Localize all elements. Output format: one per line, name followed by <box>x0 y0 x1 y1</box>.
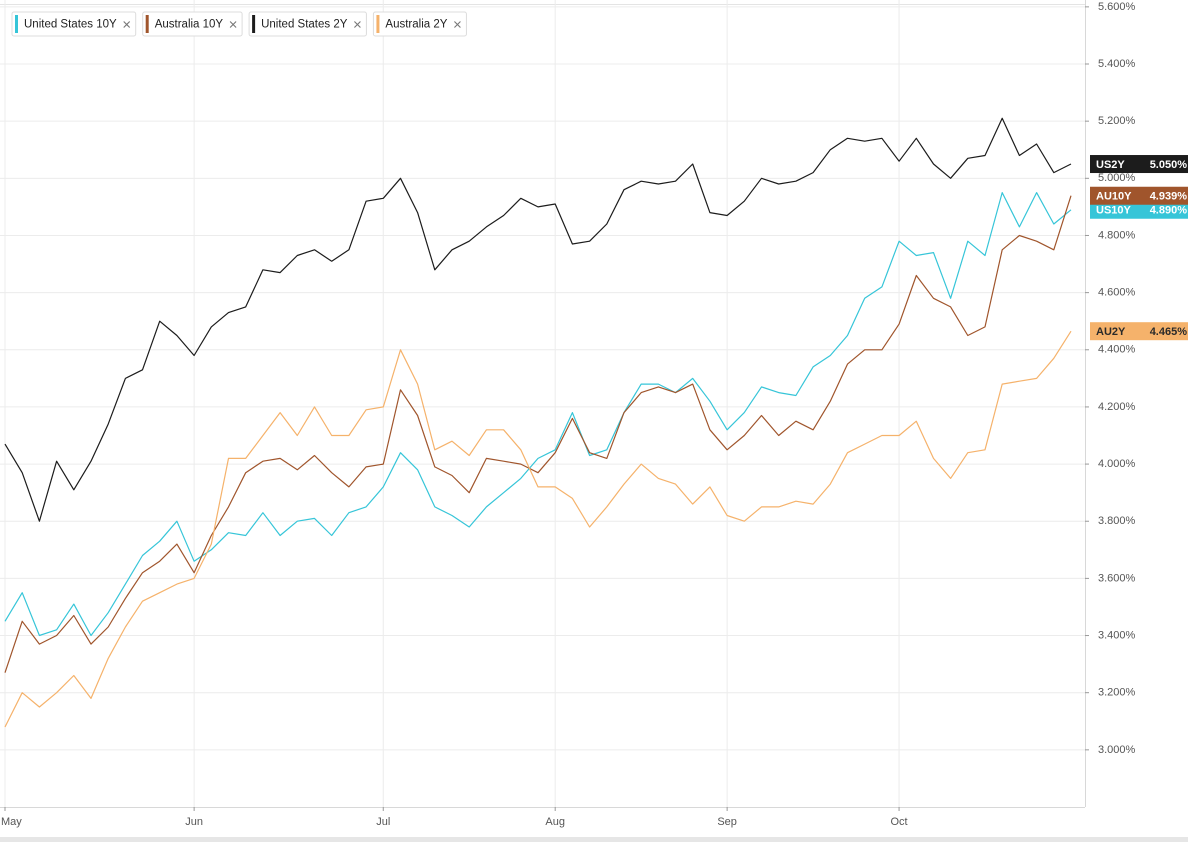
x-tick-label: Sep <box>717 816 737 828</box>
lines <box>4 117 1072 728</box>
y-tick-label: 4.600% <box>1098 287 1136 299</box>
bottom-band <box>0 837 1188 842</box>
legend-label: Australia 2Y <box>385 19 447 31</box>
x-tick-label: Aug <box>545 816 565 828</box>
legend-swatch <box>376 15 380 33</box>
end-tag: AU2Y 4.465% <box>1090 322 1188 341</box>
close-stroke <box>354 21 361 28</box>
grid <box>0 0 1085 807</box>
end-tag-name: AU2Y <box>1096 326 1126 338</box>
end-tag: AU10Y 4.939% <box>1090 186 1188 205</box>
y-tick-label: 4.800% <box>1098 229 1136 241</box>
end-tag-box <box>1090 200 1188 219</box>
legend-swatch <box>15 15 18 33</box>
y-tick-label: 3.600% <box>1098 572 1136 584</box>
end-tag: US10Y 4.890% <box>1090 200 1188 219</box>
series-line <box>4 117 1072 522</box>
x-tick-label: Oct <box>891 816 908 828</box>
legend-chip <box>142 11 243 37</box>
x-tick-label: May <box>1 816 22 828</box>
close-stroke <box>454 21 461 28</box>
end-tag-value: 4.890% <box>1150 205 1188 217</box>
legend-item[interactable]: Australia 10Y <box>142 11 243 37</box>
legend-swatch <box>252 15 256 33</box>
y-tick-label: 5.600% <box>1098 1 1136 13</box>
end-tags: US10Y 4.890% AU10Y 4.939% US2Y 5.050% AU2Y 4.46… <box>1090 155 1188 341</box>
y-tick-label: 4.200% <box>1098 401 1136 413</box>
end-tag-name: US2Y <box>1096 159 1125 171</box>
legend-label: United States 10Y <box>24 19 117 31</box>
legend-chip <box>248 11 367 37</box>
legend-close[interactable] <box>229 21 237 28</box>
y-tick-label: 5.000% <box>1098 172 1136 184</box>
legend-close[interactable] <box>454 21 461 28</box>
legend: United States 10Y Australia 10Y United Sta… <box>11 11 467 37</box>
y-tick-label: 3.800% <box>1098 515 1136 527</box>
series-line <box>4 330 1072 728</box>
legend-close[interactable] <box>123 21 131 28</box>
y-tick-label: 4.400% <box>1098 344 1136 356</box>
legend-label: Australia 10Y <box>155 19 224 31</box>
legend-chip <box>11 11 137 37</box>
end-tag-box <box>1090 155 1188 174</box>
axes: 3.000% 3.200% 3.400% 3.600% 3.800% 4.000% 4.20… <box>1 1 1136 828</box>
y-tick-label: 5.200% <box>1098 115 1136 127</box>
close-stroke <box>229 21 237 28</box>
legend-item[interactable]: United States 10Y <box>11 11 137 37</box>
legend-swatch <box>145 15 149 33</box>
x-tick-label: Jun <box>185 816 203 828</box>
end-tag-name: AU10Y <box>1096 191 1132 203</box>
y-tick-label: 4.000% <box>1098 458 1136 470</box>
legend-chip <box>372 11 467 37</box>
end-tag-box <box>1090 322 1188 341</box>
series-line <box>4 192 1072 637</box>
x-tick-label: Jul <box>376 816 390 828</box>
end-tag-value: 4.939% <box>1150 191 1188 203</box>
series-line <box>4 195 1072 673</box>
legend-item[interactable]: United States 2Y <box>248 11 367 37</box>
end-tag-box <box>1090 186 1188 205</box>
legend-label: United States 2Y <box>261 19 348 31</box>
close-stroke <box>123 21 131 28</box>
end-tag: US2Y 5.050% <box>1090 155 1188 174</box>
y-tick-label: 3.400% <box>1098 629 1136 641</box>
legend-close[interactable] <box>354 21 361 28</box>
y-tick-label: 5.400% <box>1098 58 1136 70</box>
legend-item[interactable]: Australia 2Y <box>372 11 467 37</box>
y-tick-label: 3.000% <box>1098 744 1136 756</box>
y-tick-label: 3.200% <box>1098 687 1136 699</box>
end-tag-value: 4.465% <box>1150 326 1188 338</box>
end-tag-value: 5.050% <box>1150 159 1188 171</box>
end-tag-name: US10Y <box>1096 205 1132 217</box>
